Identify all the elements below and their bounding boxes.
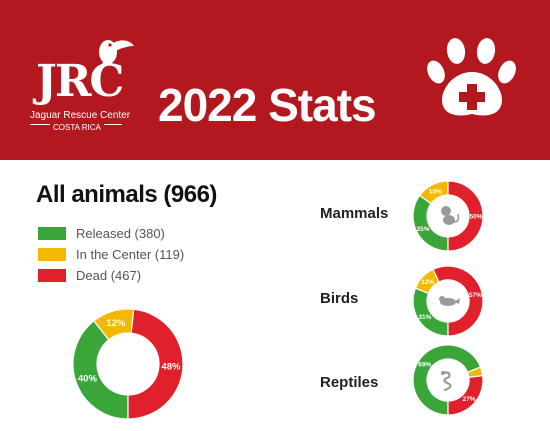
all-animals-label-center: 12%: [106, 318, 126, 329]
birds-slice-released: [412, 287, 449, 337]
legend-label-center: In the Center (119): [76, 247, 185, 262]
snake-icon: [441, 371, 452, 392]
birds-label-dead: 57%: [469, 292, 482, 299]
all-animals-slice-released: [72, 320, 129, 420]
legend: Released (380) In the Center (119) Dead …: [38, 223, 184, 286]
all-animals-label-dead: 48%: [161, 362, 181, 373]
reptiles-slice-dead: [447, 374, 484, 416]
legend-item-released: Released (380): [38, 223, 184, 244]
birds-slice-dead: [432, 265, 484, 337]
mammals-slice-dead: [447, 180, 484, 252]
all-animals-donut: 40% 12% 48%: [72, 308, 184, 420]
monkey-icon: [441, 206, 460, 225]
birds-donut: 31% 12% 57%: [412, 265, 484, 337]
toucan-icon: [99, 40, 134, 68]
legend-swatch-released: [38, 227, 66, 240]
org-location: COSTA RICA: [50, 123, 104, 132]
birds-label-center: 12%: [421, 279, 434, 286]
mammals-label-center: 15%: [429, 188, 442, 195]
legend-item-dead: Dead (467): [38, 265, 184, 286]
legend-swatch-center: [38, 248, 66, 261]
jrc-logo: JRC Jaguar Rescue Center COSTA RICA: [30, 30, 140, 140]
mammals-donut: 35% 15% 50%: [412, 180, 484, 252]
reptiles-slice-released: [412, 344, 482, 416]
all-animals-title: All animals (966): [36, 181, 217, 208]
reptiles-label: Reptiles: [320, 374, 379, 391]
logo-letters: JRC: [36, 56, 124, 107]
mammals-label: Mammals: [320, 205, 389, 222]
legend-label-dead: Dead (467): [76, 268, 142, 283]
bird-icon: [439, 296, 460, 306]
page-title: 2022 Stats: [158, 79, 377, 131]
birds-label: Birds: [320, 290, 359, 307]
mammals-label-dead: 50%: [469, 213, 482, 220]
org-name: Jaguar Rescue Center: [30, 110, 131, 121]
reptiles-label-dead: 27%: [462, 396, 475, 403]
all-animals-label-released: 40%: [78, 373, 98, 384]
legend-item-center: In the Center (119): [38, 244, 184, 265]
legend-swatch-dead: [38, 269, 66, 282]
mammals-label-released: 35%: [417, 226, 430, 233]
birds-label-released: 31%: [418, 314, 431, 321]
reptiles-label-released: 69%: [418, 362, 431, 369]
all-animals-slice-dead: [127, 308, 184, 420]
paw-medical-icon: [427, 38, 516, 116]
reptiles-donut: 69% 27%: [412, 344, 484, 416]
legend-label-released: Released (380): [76, 226, 165, 241]
header-banner: JRC Jaguar Rescue Center COSTA RICA 2022…: [0, 0, 550, 160]
